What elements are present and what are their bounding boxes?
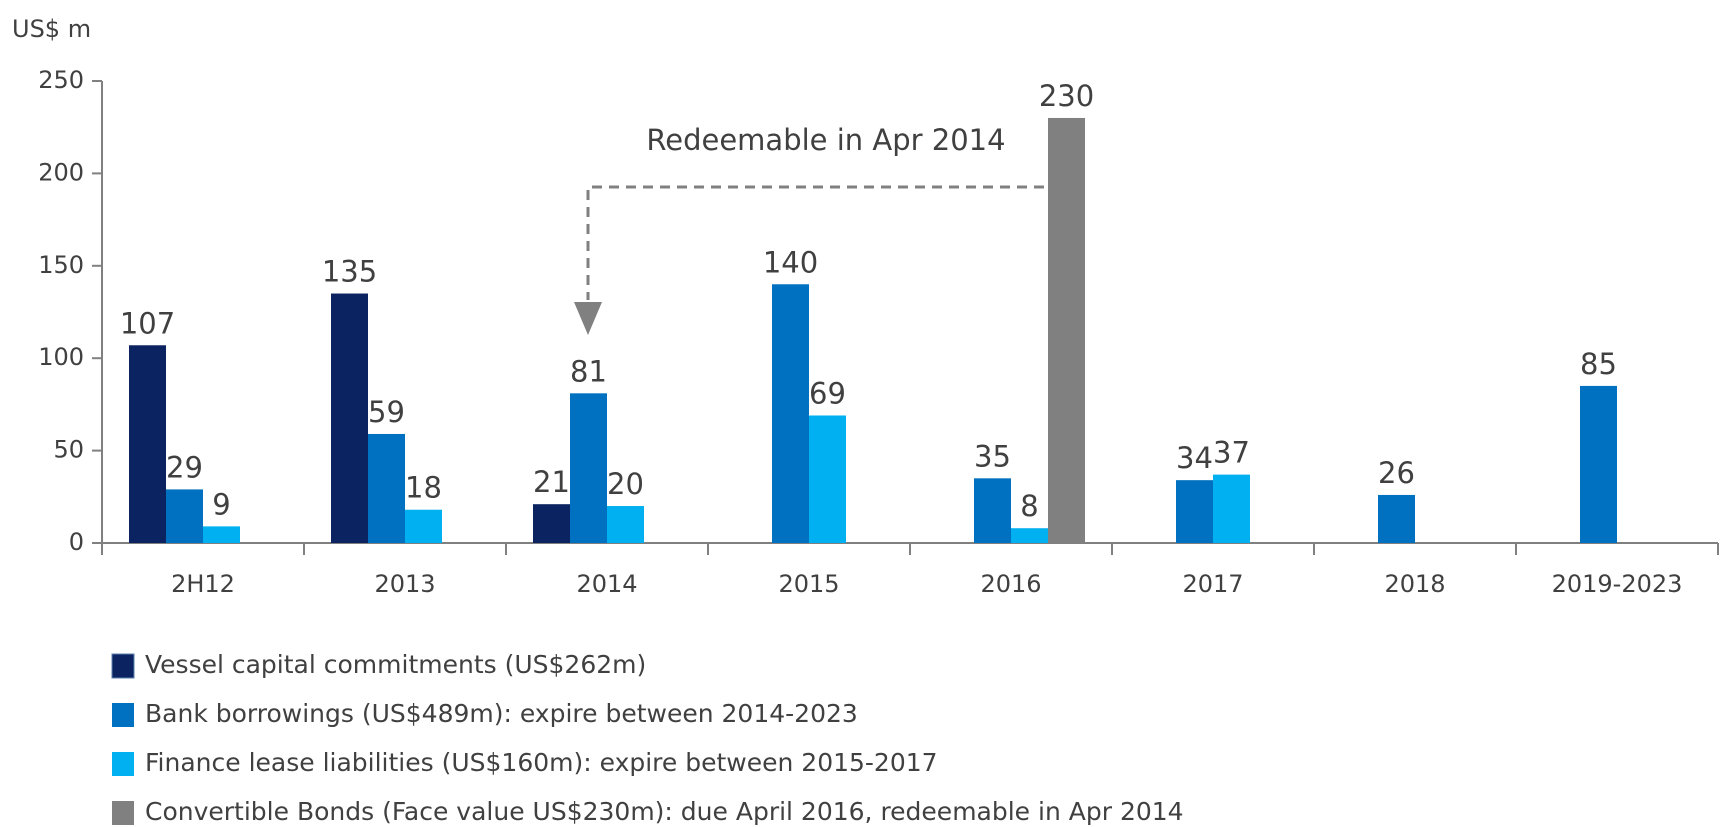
data-label: 230: [1039, 79, 1094, 113]
data-label: 29: [166, 450, 203, 484]
legend-label: Convertible Bonds (Face value US$230m): …: [145, 797, 1184, 826]
bar: [570, 393, 607, 543]
data-label: 85: [1580, 347, 1617, 381]
data-label: 69: [809, 376, 846, 410]
y-tick-label: 100: [38, 343, 84, 371]
data-label: 59: [368, 395, 405, 429]
bar: [1048, 117, 1085, 544]
bar: [809, 415, 846, 543]
data-label: 37: [1213, 436, 1250, 470]
y-tick-label: 0: [69, 528, 84, 556]
bar: [533, 504, 570, 543]
bar: [772, 284, 809, 543]
legend-label: Vessel capital commitments (US$262m): [145, 650, 646, 679]
y-tick-label: 200: [38, 158, 84, 186]
bar: [1011, 528, 1048, 543]
bar: [405, 509, 442, 543]
bar: [1378, 494, 1415, 543]
data-label: 135: [322, 255, 377, 289]
data-label: 21: [533, 465, 570, 499]
arrow-line: [586, 185, 1044, 300]
x-tick-label: 2018: [1384, 570, 1445, 598]
annotation: Redeemable in Apr 2014: [646, 123, 1005, 157]
bar: [1176, 480, 1213, 543]
bar: [368, 433, 405, 543]
legend-swatch: [112, 801, 134, 825]
x-tick-label: 2015: [778, 570, 839, 598]
y-tick-label: 250: [38, 66, 84, 94]
legend-swatch: [112, 752, 134, 776]
x-tick-label: 2019-2023: [1552, 570, 1683, 598]
bar: [607, 506, 644, 543]
legend-label: Bank borrowings (US$489m): expire betwee…: [145, 699, 858, 728]
data-label: 8: [1020, 489, 1038, 523]
legend-label: Finance lease liabilities (US$160m): exp…: [145, 748, 938, 777]
bar: [203, 526, 240, 543]
x-tick-label: 2017: [1182, 570, 1243, 598]
x-tick-label: 2013: [374, 570, 435, 598]
data-label: 35: [974, 439, 1011, 473]
data-label: 9: [212, 487, 230, 521]
x-tick-label: 2014: [576, 570, 637, 598]
bar: [974, 478, 1011, 543]
data-label: 18: [405, 471, 442, 505]
data-label: 140: [763, 245, 818, 279]
data-label: 26: [1378, 456, 1415, 490]
bar: [331, 293, 368, 543]
data-label: 81: [570, 354, 607, 388]
arrow-head: [574, 302, 602, 335]
y-tick-label: 150: [38, 251, 84, 279]
bar: [1580, 385, 1617, 543]
x-tick-label: 2016: [980, 570, 1041, 598]
y-tick-label: 50: [53, 436, 84, 464]
legend-swatch: [111, 653, 135, 679]
data-label: 107: [120, 306, 175, 340]
y-axis-label: US$ m: [12, 15, 91, 43]
legend-swatch: [112, 703, 134, 727]
x-tick-label: 2H12: [171, 570, 235, 598]
data-label: 34: [1176, 441, 1213, 475]
bar: [1213, 474, 1250, 543]
bar: [166, 489, 203, 543]
bar: [129, 345, 166, 543]
annotation-arrow: [574, 185, 1044, 335]
data-label: 20: [607, 467, 644, 501]
